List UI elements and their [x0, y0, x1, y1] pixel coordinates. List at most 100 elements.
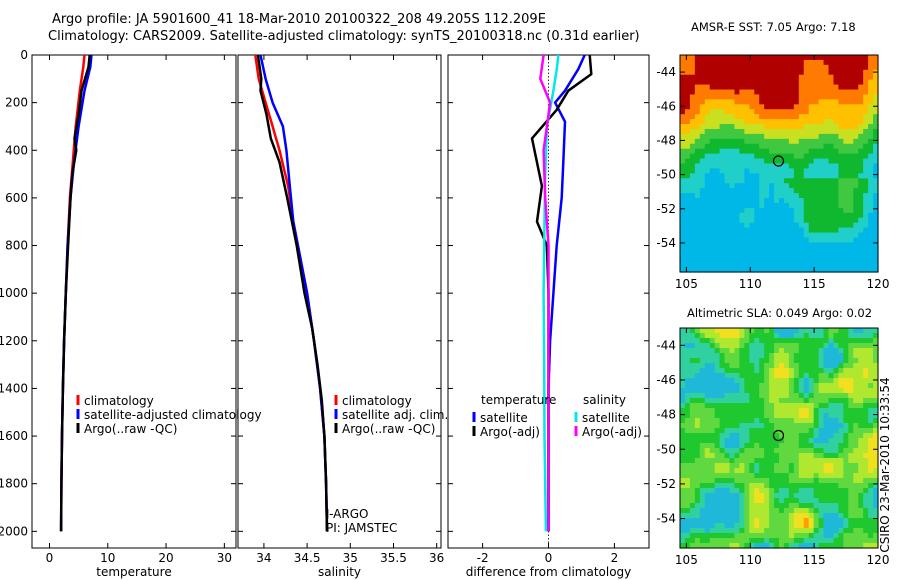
- sst-cell: [689, 257, 696, 263]
- sla-cell: [680, 448, 686, 454]
- sla-cell: [873, 448, 879, 454]
- sst-cell: [714, 84, 721, 91]
- sst-cell: [724, 114, 731, 120]
- sla-cell: [729, 493, 736, 499]
- sla-cell: [774, 468, 780, 474]
- sst-cell: [729, 257, 736, 263]
- sst-cell: [828, 188, 835, 194]
- sla-cell: [853, 363, 859, 369]
- sst-cell: [788, 207, 795, 214]
- sst-cell: [719, 267, 726, 273]
- sst-cell: [739, 138, 745, 145]
- sla-cell: [769, 393, 775, 399]
- sla-lon-label: 105: [675, 553, 698, 567]
- sst-cell: [803, 74, 810, 81]
- sst-cell: [858, 178, 864, 184]
- sla-cell: [709, 523, 716, 529]
- sst-cell: [848, 188, 854, 194]
- sst-cell: [788, 173, 795, 179]
- sst-cell: [798, 64, 805, 71]
- sst-cell: [774, 69, 780, 76]
- sla-cell: [823, 493, 830, 499]
- sst-cell: [783, 133, 790, 140]
- sla-cell: [828, 408, 835, 414]
- sst-cell: [783, 124, 790, 130]
- sst-cell: [779, 242, 785, 248]
- sst-cell: [793, 55, 800, 61]
- sst-cell: [828, 89, 835, 96]
- sla-cell: [774, 518, 780, 524]
- sst-cell: [868, 252, 874, 258]
- sst-cell: [704, 222, 711, 229]
- sla-cell: [709, 488, 716, 494]
- sst-cell: [694, 143, 701, 150]
- sst-cell: [739, 69, 745, 76]
- sla-cell: [694, 533, 701, 539]
- sla-cell: [793, 328, 800, 334]
- sla-cell: [823, 338, 830, 344]
- sst-cell: [689, 267, 696, 273]
- sla-cell: [863, 508, 869, 514]
- sla-cell: [813, 413, 820, 419]
- sla-cell: [689, 498, 696, 504]
- sst-cell: [684, 109, 691, 115]
- sst-cell: [798, 153, 805, 160]
- sla-cell: [739, 423, 745, 429]
- sst-cell: [759, 242, 765, 248]
- sst-cell: [734, 207, 740, 214]
- sla-cell: [754, 493, 760, 499]
- sla-cell: [813, 463, 820, 469]
- sla-cell: [749, 493, 755, 499]
- sst-cell: [694, 114, 701, 120]
- sla-cell: [709, 528, 716, 534]
- sla-cell: [714, 503, 721, 509]
- sla-cell: [833, 398, 839, 404]
- sst-cell: [838, 153, 844, 160]
- sla-cell: [853, 358, 859, 364]
- sst-cell: [798, 173, 805, 179]
- sst-cell: [734, 183, 740, 189]
- sst-cell: [680, 153, 686, 160]
- sla-cell: [749, 498, 755, 504]
- sst-cell: [818, 227, 825, 234]
- sla-cell: [724, 363, 731, 369]
- sla-cell: [769, 423, 775, 429]
- sla-cell: [858, 508, 864, 514]
- sst-cell: [724, 104, 731, 110]
- sst-cell: [744, 64, 750, 71]
- sla-cell: [783, 483, 790, 489]
- diff-xlabel: difference from climatology: [466, 565, 632, 579]
- sst-cell: [719, 188, 726, 194]
- sst-cell: [863, 143, 869, 150]
- sst-cell: [798, 232, 805, 239]
- sst-cell: [689, 138, 696, 145]
- sla-cell: [754, 348, 760, 354]
- sla-cell: [684, 428, 691, 434]
- sst-cell: [684, 59, 691, 66]
- sla-cell: [868, 513, 874, 519]
- sla-cell: [813, 518, 820, 524]
- sst-cell: [699, 69, 706, 76]
- sst-cell: [863, 89, 869, 96]
- sla-cell: [813, 448, 820, 454]
- sst-cell: [694, 84, 701, 91]
- sst-cell: [868, 59, 874, 66]
- sla-cell: [774, 453, 780, 459]
- sst-cell: [769, 99, 775, 105]
- sst-cell: [729, 114, 736, 120]
- sla-cell: [704, 338, 711, 344]
- sst-cell: [744, 89, 750, 96]
- sla-cell: [798, 403, 805, 409]
- sla-cell: [729, 388, 736, 394]
- sla-cell: [724, 483, 731, 489]
- sst-cell: [779, 104, 785, 110]
- sst-cell: [719, 262, 726, 268]
- sst-cell: [853, 252, 859, 258]
- sst-cell: [709, 119, 716, 125]
- sla-cell: [699, 443, 706, 449]
- sst-cell: [813, 252, 820, 258]
- sst-cell: [684, 119, 691, 125]
- sla-cell: [680, 453, 686, 459]
- sla-cell: [699, 483, 706, 489]
- sst-cell: [783, 55, 790, 61]
